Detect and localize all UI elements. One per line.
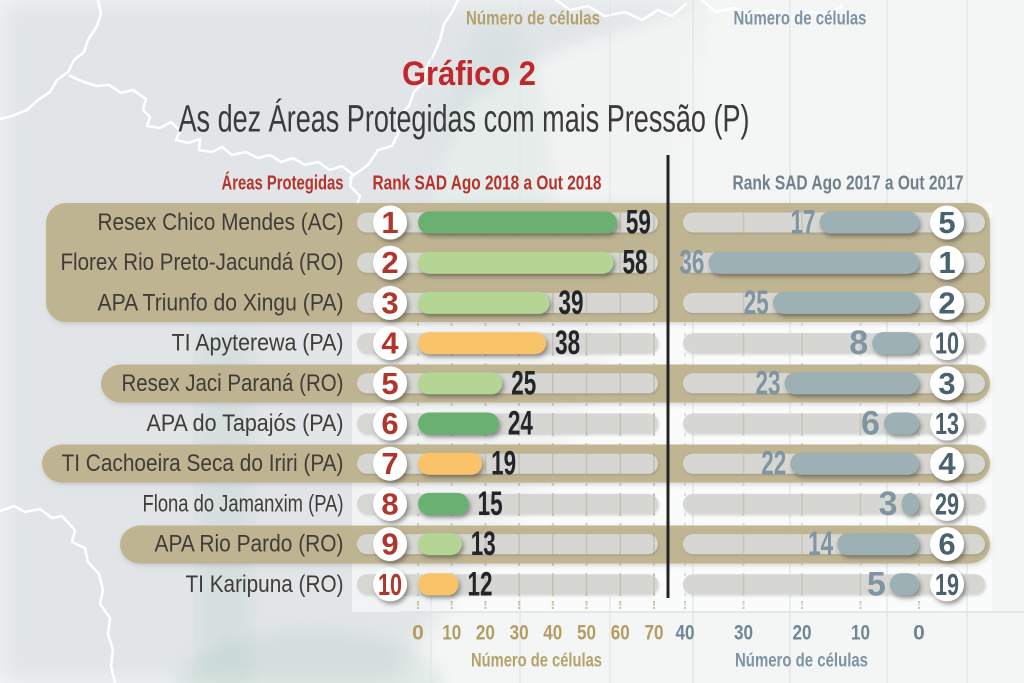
svg-text:2: 2 — [938, 285, 955, 320]
svg-text:58: 58 — [623, 244, 648, 282]
svg-text:10: 10 — [442, 622, 461, 645]
svg-text:APA do Tapajós (PA): APA do Tapajós (PA) — [147, 410, 344, 437]
svg-text:Rank SAD Ago 2017 a Out 2017: Rank SAD Ago 2017 a Out 2017 — [733, 173, 964, 195]
svg-text:5: 5 — [938, 205, 955, 240]
svg-text:60: 60 — [611, 622, 630, 645]
svg-text:24: 24 — [508, 405, 533, 443]
svg-text:2: 2 — [381, 245, 398, 280]
svg-text:40: 40 — [676, 622, 695, 645]
svg-text:19: 19 — [491, 445, 516, 483]
svg-text:15: 15 — [478, 485, 503, 523]
svg-text:50: 50 — [577, 622, 596, 645]
svg-text:Florex Rio Preto-Jacundá (RO): Florex Rio Preto-Jacundá (RO) — [61, 249, 344, 276]
svg-text:7: 7 — [381, 446, 398, 481]
svg-text:TI Cachoeira Seca do Iriri (PA: TI Cachoeira Seca do Iriri (PA) — [62, 450, 344, 477]
svg-text:0: 0 — [412, 622, 424, 645]
svg-text:Áreas Protegidas: Áreas Protegidas — [222, 172, 344, 195]
svg-text:3: 3 — [381, 285, 398, 320]
svg-text:Rank SAD Ago 2018 a Out 2018: Rank SAD Ago 2018 a Out 2018 — [373, 173, 602, 195]
svg-text:Número de células: Número de células — [471, 651, 602, 672]
svg-text:TI Karipuna (RO): TI Karipuna (RO) — [186, 571, 344, 598]
svg-text:Número de células: Número de células — [734, 9, 867, 30]
svg-text:Flona do Jamanxim (PA): Flona do Jamanxim (PA) — [143, 490, 344, 517]
svg-text:1: 1 — [381, 205, 398, 240]
svg-text:APA Rio Pardo (RO): APA Rio Pardo (RO) — [155, 531, 344, 558]
svg-text:TI Apyterewa (PA): TI Apyterewa (PA) — [172, 330, 344, 357]
svg-text:20: 20 — [476, 622, 495, 645]
svg-text:10: 10 — [935, 326, 959, 361]
svg-text:30: 30 — [734, 622, 753, 645]
svg-text:1: 1 — [938, 245, 955, 280]
svg-text:25: 25 — [511, 364, 536, 402]
svg-text:23: 23 — [756, 364, 781, 402]
svg-text:Número de células: Número de células — [735, 651, 868, 672]
svg-text:5: 5 — [867, 565, 886, 603]
svg-text:8: 8 — [381, 486, 398, 521]
svg-text:6: 6 — [861, 405, 880, 443]
svg-text:6: 6 — [381, 406, 398, 441]
svg-text:13: 13 — [471, 525, 496, 563]
svg-text:3: 3 — [879, 485, 898, 523]
svg-text:70: 70 — [645, 622, 664, 645]
svg-text:20: 20 — [793, 622, 812, 645]
svg-text:29: 29 — [935, 486, 959, 521]
svg-text:13: 13 — [935, 406, 959, 441]
svg-text:14: 14 — [808, 525, 833, 563]
svg-text:Gráfico 2: Gráfico 2 — [402, 55, 536, 93]
svg-text:APA Triunfo do Xingu (PA): APA Triunfo do Xingu (PA) — [98, 289, 344, 316]
svg-text:10: 10 — [378, 567, 402, 602]
svg-text:4: 4 — [938, 446, 956, 481]
svg-text:As dez Áreas Protegidas com ma: As dez Áreas Protegidas com mais Pressão… — [179, 98, 750, 141]
svg-text:12: 12 — [468, 565, 493, 603]
svg-text:38: 38 — [555, 324, 580, 362]
svg-text:59: 59 — [626, 204, 651, 242]
svg-text:8: 8 — [849, 324, 868, 362]
svg-text:40: 40 — [543, 622, 562, 645]
svg-text:39: 39 — [559, 284, 584, 322]
svg-text:9: 9 — [381, 527, 398, 562]
svg-text:25: 25 — [744, 284, 769, 322]
svg-text:Resex Chico Mendes (AC): Resex Chico Mendes (AC) — [98, 209, 344, 236]
svg-text:10: 10 — [851, 622, 870, 645]
svg-text:0: 0 — [913, 622, 925, 645]
svg-text:4: 4 — [381, 326, 399, 361]
svg-text:5: 5 — [381, 366, 398, 401]
svg-text:22: 22 — [761, 445, 786, 483]
svg-text:19: 19 — [935, 567, 959, 602]
svg-text:36: 36 — [679, 244, 704, 282]
svg-text:30: 30 — [510, 622, 529, 645]
svg-text:Número de células: Número de células — [466, 9, 600, 30]
svg-text:3: 3 — [938, 366, 955, 401]
svg-text:6: 6 — [938, 527, 955, 562]
svg-text:Resex Jaci Paraná (RO): Resex Jaci Paraná (RO) — [122, 370, 344, 397]
svg-text:17: 17 — [791, 204, 816, 242]
